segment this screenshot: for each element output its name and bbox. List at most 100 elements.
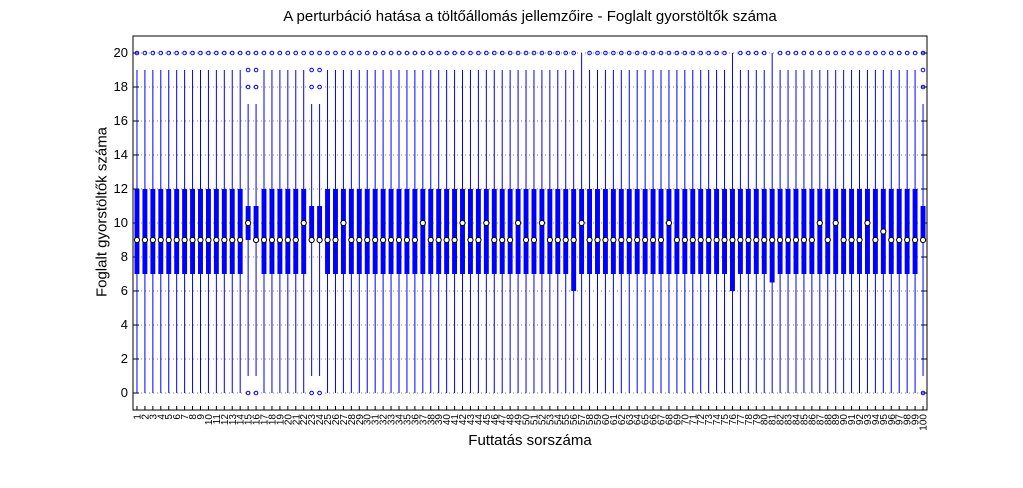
box-run-86 (808, 50, 815, 393)
outlier-point (896, 50, 902, 56)
x-tick-label-40: 40 (442, 414, 453, 426)
median-marker (395, 236, 403, 244)
box-run-39 (435, 50, 442, 393)
box-run-23 (308, 50, 315, 396)
x-tick-label-18: 18 (267, 414, 278, 426)
x-axis-label: Futtatás sorszáma (468, 432, 592, 449)
median-marker (737, 236, 744, 244)
y-ticks: 0 2 4 6 8 10 12 14 16 18 20 (114, 45, 927, 400)
median-marker (499, 236, 506, 244)
median-marker (824, 236, 831, 244)
box-body (666, 189, 672, 274)
median-marker (372, 236, 379, 244)
box-run-36 (411, 50, 418, 393)
median-marker (705, 236, 712, 244)
x-tick-label-23: 23 (307, 414, 318, 426)
median-marker (507, 236, 514, 244)
x-tick-label-32: 32 (379, 414, 390, 426)
outlier-point (372, 50, 378, 56)
x-tick-label-91: 91 (847, 414, 858, 426)
box-run-77 (737, 50, 744, 393)
box-run-83 (784, 50, 792, 393)
box-body (714, 189, 720, 274)
x-tick-label-42: 42 (458, 414, 469, 426)
box-run-52 (538, 50, 546, 393)
box-body (896, 189, 902, 274)
x-tick-label-30: 30 (363, 414, 374, 426)
median-marker (816, 219, 823, 227)
median-marker (348, 236, 355, 244)
median-marker (721, 236, 728, 244)
median-marker (514, 219, 522, 227)
outlier-point (857, 50, 862, 56)
outlier-point (293, 50, 299, 56)
outlier-point (595, 50, 600, 56)
box-body (674, 189, 680, 274)
box-body (205, 189, 211, 274)
x-tick-label-47: 47 (498, 414, 509, 426)
box-run-48 (507, 50, 514, 393)
outlier-point (690, 50, 696, 56)
outlier-point (658, 50, 664, 56)
x-tick-label-6: 6 (172, 414, 183, 420)
x-tick-label-24: 24 (315, 414, 326, 426)
median-marker (364, 236, 371, 244)
box-run-27 (340, 50, 347, 393)
outlier-point (309, 390, 314, 396)
x-tick-label-12: 12 (220, 414, 231, 426)
x-tick-label-26: 26 (331, 414, 342, 426)
outlier-point (222, 50, 227, 56)
box-body (317, 206, 323, 240)
box-body (785, 189, 791, 274)
x-tick-label-33: 33 (387, 414, 398, 426)
box-run-43 (467, 50, 474, 393)
median-marker (872, 236, 879, 244)
box-run-47 (499, 50, 506, 393)
box-run-30 (364, 50, 371, 393)
box-run-37 (419, 50, 426, 393)
outlier-point (698, 50, 704, 56)
median-marker (896, 236, 903, 244)
box-body (325, 189, 330, 274)
boxes (133, 50, 927, 396)
box-run-84 (792, 50, 800, 393)
box-body (690, 189, 696, 274)
box-run-61 (610, 50, 617, 393)
x-tick-label-68: 68 (664, 414, 675, 426)
x-tick-label-87: 87 (815, 414, 826, 426)
box-run-12 (221, 50, 228, 393)
box-run-53 (546, 50, 553, 393)
box-body (364, 189, 370, 274)
median-marker (784, 236, 792, 244)
outlier-point (317, 50, 322, 56)
outlier-point (833, 50, 838, 56)
box-run-56 (570, 50, 577, 393)
median-marker (427, 236, 434, 244)
box-body (253, 206, 259, 240)
median-marker (832, 219, 839, 227)
x-tick-label-72: 72 (696, 414, 707, 426)
box-body (618, 189, 624, 274)
median-marker (483, 219, 490, 227)
y-tick-label-12: 12 (114, 181, 128, 196)
box-run-100 (919, 50, 927, 396)
x-tick-label-69: 69 (672, 414, 683, 426)
outlier-point (134, 50, 140, 56)
outlier-point (634, 50, 640, 56)
outlier-point (317, 390, 322, 396)
median-marker (634, 236, 641, 244)
median-marker (808, 236, 815, 244)
box-body (531, 189, 537, 274)
outlier-point (182, 50, 187, 56)
x-tick-label-11: 11 (212, 414, 223, 425)
box-body (682, 189, 688, 274)
median-marker (578, 219, 585, 227)
box-run-29 (356, 50, 363, 393)
box-body (404, 189, 410, 274)
median-marker (340, 219, 347, 227)
x-tick-label-52: 52 (537, 414, 548, 426)
x-tick-label-59: 59 (593, 414, 604, 426)
outlier-point (388, 50, 394, 56)
x-tick-label-92: 92 (855, 414, 866, 426)
box-body (650, 189, 656, 274)
